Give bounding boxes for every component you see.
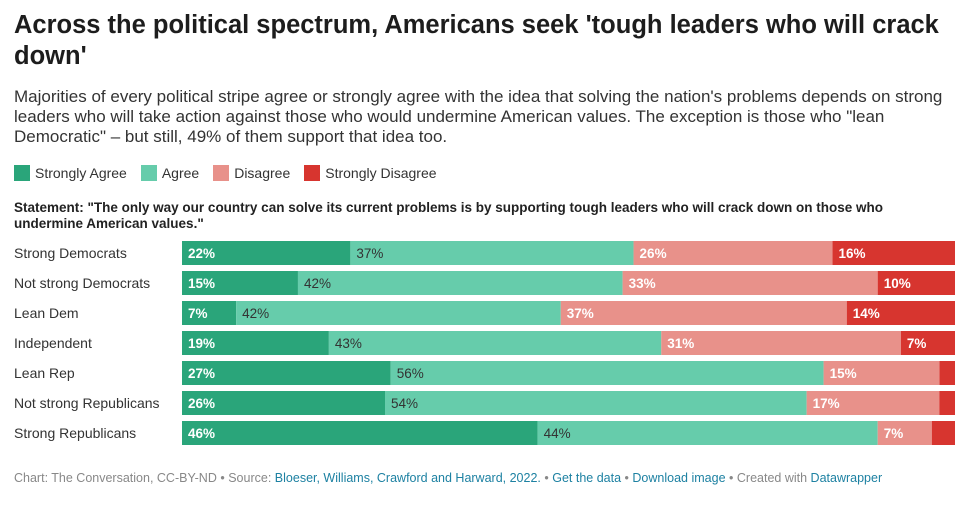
bar-segment <box>806 391 940 415</box>
bar-segment <box>900 331 955 355</box>
bar-value-label: 37% <box>567 306 594 321</box>
bar-segment <box>182 301 237 325</box>
legend-swatch <box>14 165 30 181</box>
legend-label: Disagree <box>234 165 291 181</box>
legend-item-disagree: Disagree <box>213 165 290 181</box>
bar-segment <box>633 241 833 265</box>
bar-segment <box>661 331 901 355</box>
bar-value-label: 26% <box>188 396 215 411</box>
datawrapper-link[interactable]: Datawrapper <box>810 471 883 485</box>
bar-value-label: 14% <box>853 306 880 321</box>
bar-value-label: 16% <box>839 246 866 261</box>
legend: Strongly Agree Agree Disagree Strongly D… <box>14 164 451 182</box>
bar-value-label: 33% <box>629 276 656 291</box>
survey-statement: Statement: "The only way our country can… <box>14 200 884 231</box>
bar-segment <box>236 301 561 325</box>
legend-swatch <box>213 165 230 181</box>
bar-value-label: 56% <box>397 366 424 381</box>
bar-value-label: 37% <box>356 246 383 261</box>
bar-value-label: 31% <box>667 336 694 351</box>
bar-value-label: 7% <box>188 306 208 321</box>
bar-value-label: 15% <box>830 366 857 381</box>
get-data-link[interactable]: Get the data <box>552 471 622 485</box>
bar-segment <box>182 271 298 295</box>
bar-segment <box>390 361 824 385</box>
bar-segment <box>939 391 955 415</box>
bar-value-label: 46% <box>188 426 215 441</box>
bar-value-label: 44% <box>544 426 571 441</box>
bar-segment <box>182 361 391 385</box>
bar-segment <box>537 421 878 445</box>
bar-value-label: 43% <box>335 336 362 351</box>
chart-credit: Chart: The Conversation, CC-BY-ND <box>14 471 217 485</box>
row-label: Lean Dem <box>14 305 79 321</box>
source-prefix: Source: <box>228 471 272 485</box>
legend-item-agree: Agree <box>140 165 200 181</box>
footer-separator: • <box>220 471 225 485</box>
bar-value-label: 54% <box>391 396 418 411</box>
bar-value-label: 17% <box>813 396 840 411</box>
bar-segment <box>297 271 623 295</box>
bar-segment <box>823 361 940 385</box>
chart-subtitle: Majorities of every political stripe agr… <box>14 87 943 146</box>
bar-value-label: 42% <box>304 276 331 291</box>
bar-value-label: 7% <box>884 426 904 441</box>
legend-item-strongly-disagree: Strongly Disagree <box>304 165 437 181</box>
chart-title: Across the political spectrum, Americans… <box>14 11 939 70</box>
row-label: Not strong Democrats <box>14 275 151 291</box>
legend-swatch <box>140 165 157 181</box>
bar-value-label: 19% <box>188 336 215 351</box>
bar-segment <box>622 271 878 295</box>
bar-segment <box>385 391 807 415</box>
bar-segment <box>877 421 932 445</box>
bar-segment <box>328 331 662 355</box>
bar-value-label: 10% <box>884 276 911 291</box>
bar-segment <box>939 361 955 385</box>
bar-segment <box>832 241 955 265</box>
bar-value-label: 22% <box>188 246 215 261</box>
bar-segment <box>182 241 351 265</box>
source-link[interactable]: Bloeser, Williams, Crawford and Harward,… <box>274 471 541 485</box>
chart-footer: Chart: The Conversation, CC-BY-ND • Sour… <box>14 471 882 485</box>
bar-segment <box>350 241 634 265</box>
legend-swatch <box>304 165 321 181</box>
bar-segment <box>846 301 955 325</box>
bar-value-label: 42% <box>242 306 269 321</box>
created-with-prefix: Created with <box>736 471 808 485</box>
legend-label: Strongly Agree <box>35 165 127 181</box>
bar-value-label: 15% <box>188 276 215 291</box>
footer-separator: • <box>544 471 549 485</box>
bar-segment <box>560 301 847 325</box>
download-image-link[interactable]: Download image <box>632 471 726 485</box>
bar-segment <box>877 271 955 295</box>
bar-value-label: 26% <box>640 246 667 261</box>
footer-separator: • <box>729 471 734 485</box>
bar-value-label: 7% <box>907 336 927 351</box>
row-label: Strong Democrats <box>14 245 127 261</box>
bar-value-label: 27% <box>188 366 215 381</box>
legend-label: Agree <box>161 165 200 181</box>
legend-label: Strongly Disagree <box>325 165 437 181</box>
footer-separator: • <box>624 471 629 485</box>
legend-item-strongly-agree: Strongly Agree <box>14 165 127 181</box>
bar-segment <box>182 391 386 415</box>
bar-segment <box>931 421 955 445</box>
row-label: Strong Republicans <box>14 425 137 441</box>
row-label: Not strong Republicans <box>14 395 160 411</box>
row-label: Lean Rep <box>14 365 75 381</box>
bar-segment <box>182 331 329 355</box>
row-label: Independent <box>14 335 92 351</box>
bar-segment <box>182 421 538 445</box>
